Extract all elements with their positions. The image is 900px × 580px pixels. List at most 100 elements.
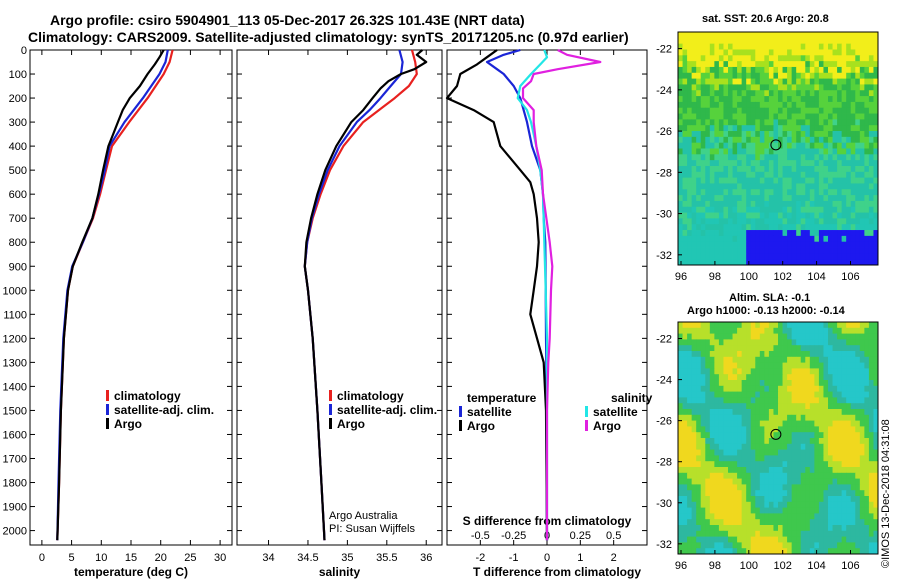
map-cell — [823, 432, 829, 439]
map-cell — [818, 414, 824, 421]
map-cell — [737, 391, 743, 398]
map-cell — [814, 339, 820, 346]
map-cell — [846, 333, 852, 340]
map-cell — [705, 212, 711, 219]
map-cell — [778, 61, 783, 68]
map-cell — [746, 513, 752, 520]
map-cell — [678, 55, 683, 62]
map-cell — [823, 200, 829, 208]
map-cell — [768, 218, 774, 225]
series-line-temperature-argo — [56, 49, 165, 541]
map-cell — [764, 241, 770, 248]
map-cell — [759, 525, 765, 532]
map-cell — [750, 548, 756, 555]
map-cell — [750, 224, 756, 231]
map-cell — [696, 385, 702, 392]
map-cell — [859, 484, 865, 491]
map-cell — [773, 165, 779, 173]
map-cell — [691, 230, 697, 237]
map-cell — [782, 519, 788, 526]
map-cell — [746, 362, 752, 369]
map-cell — [678, 374, 683, 381]
map-cell — [787, 195, 793, 202]
map-cell — [778, 548, 783, 555]
map-cell — [787, 177, 793, 184]
map-cell — [750, 426, 756, 433]
map-cell — [718, 32, 724, 39]
map-cell — [682, 165, 688, 173]
map-cell — [732, 96, 738, 103]
map-cell — [750, 78, 756, 85]
map-cell — [737, 327, 743, 334]
map-cell — [728, 131, 733, 138]
map-cell — [737, 131, 743, 138]
map-cell — [718, 380, 724, 387]
map-cell — [773, 131, 779, 138]
map-cell — [805, 530, 811, 537]
map-cell — [764, 478, 770, 485]
map-cell — [746, 84, 752, 91]
map-cell — [755, 230, 761, 237]
map-cell — [773, 195, 779, 202]
map-cell — [782, 548, 788, 555]
map-cell — [787, 78, 793, 85]
map-cell — [723, 154, 729, 161]
map-cell — [778, 218, 783, 225]
map-cell — [850, 43, 856, 50]
map-cell — [841, 131, 847, 138]
map-cell — [791, 449, 797, 456]
map-cell — [705, 230, 711, 237]
map-cell — [855, 154, 861, 161]
map-cell — [718, 501, 724, 508]
map-cell — [809, 37, 815, 45]
map-cell — [718, 107, 724, 114]
map-cell — [782, 37, 788, 45]
map-cell — [723, 507, 729, 514]
map-cell — [705, 142, 711, 149]
map-cell — [687, 195, 693, 202]
map-cell — [768, 449, 774, 456]
map-cell — [768, 356, 774, 363]
map-cell — [873, 136, 879, 144]
map-cell — [732, 519, 738, 526]
map-cell — [682, 548, 688, 555]
map-cell — [778, 43, 783, 50]
map-cell — [714, 496, 720, 503]
map-cell — [750, 72, 756, 80]
map-cell — [737, 484, 743, 491]
map-cell — [705, 224, 711, 231]
map-cell — [723, 125, 729, 132]
map-cell — [746, 351, 752, 358]
map-cell — [696, 131, 702, 138]
map-cell — [709, 403, 715, 410]
map-cell — [782, 322, 788, 329]
map-cell — [678, 391, 683, 398]
map-cell — [682, 107, 688, 114]
map-cell — [841, 542, 847, 549]
map-cell — [732, 525, 738, 532]
depth-tick-label: 200 — [9, 93, 27, 105]
map-cell — [746, 160, 752, 167]
map-cell — [873, 461, 879, 468]
map-cell — [791, 467, 797, 474]
map-cell — [800, 195, 806, 202]
map-cell — [691, 37, 697, 45]
map-cell — [837, 501, 843, 508]
map-cell — [678, 356, 683, 363]
map-cell — [741, 206, 747, 213]
map-cell — [723, 171, 729, 179]
map-cell — [773, 414, 779, 421]
map-cell — [705, 472, 711, 479]
map-cell — [837, 165, 843, 173]
map-cell — [764, 259, 770, 266]
map-cell — [791, 125, 797, 132]
map-cell — [705, 206, 711, 213]
map-cell — [718, 154, 724, 161]
map-cell — [709, 183, 715, 190]
map-cell — [800, 525, 806, 532]
map-cell — [859, 160, 865, 167]
map-cell — [778, 478, 783, 485]
map-cell — [732, 507, 738, 514]
map-cell — [814, 542, 820, 549]
map-cell — [800, 548, 806, 555]
